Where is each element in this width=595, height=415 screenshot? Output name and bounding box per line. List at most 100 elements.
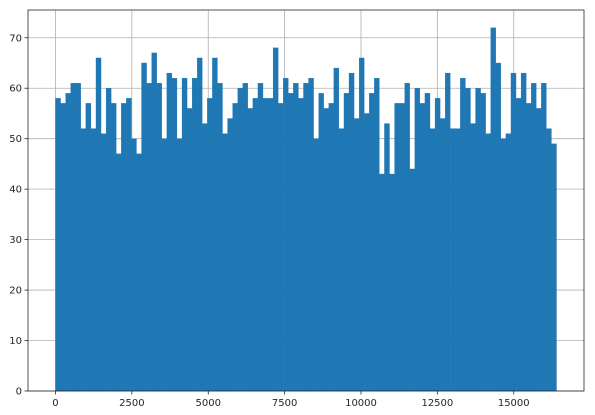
histogram-bar-28 (197, 58, 202, 391)
histogram-bar-21 (162, 139, 167, 391)
histogram-bar-31 (212, 58, 217, 391)
histogram-bar-46 (288, 93, 293, 391)
histogram-bar-37 (243, 83, 248, 391)
histogram-bar-12 (116, 154, 121, 391)
histogram-bar-74 (430, 129, 435, 391)
histogram-bar-91 (516, 98, 521, 391)
histogram-bar-18 (147, 83, 152, 391)
histogram-bar-9 (101, 134, 106, 391)
histogram-bar-79 (455, 129, 460, 391)
histogram-bar-4 (76, 83, 81, 391)
x-tick-label-0: 0 (52, 398, 58, 409)
histogram-bar-45 (283, 78, 288, 391)
histogram-bar-94 (531, 83, 536, 391)
histogram-bar-95 (536, 108, 541, 391)
histogram-bar-47 (293, 83, 298, 391)
histogram-bar-69 (405, 83, 410, 391)
histogram-bar-64 (379, 174, 384, 391)
histogram-bar-81 (465, 88, 470, 391)
histogram-bar-66 (390, 174, 395, 391)
histogram-bar-89 (506, 134, 511, 391)
histogram-bar-11 (111, 103, 116, 391)
y-tick-label-0: 0 (16, 387, 22, 398)
histogram-bar-10 (106, 88, 111, 391)
histogram-bar-59 (354, 118, 359, 391)
histogram-bar-33 (222, 134, 227, 391)
histogram-bar-83 (476, 88, 481, 391)
histogram-bar-53 (324, 108, 329, 391)
histogram-bar-41 (263, 98, 268, 391)
histogram-bar-70 (410, 169, 415, 391)
y-tick-label-2: 20 (9, 286, 22, 297)
histogram-bar-57 (344, 93, 349, 391)
histogram-bar-72 (420, 103, 425, 391)
histogram-bar-84 (481, 93, 486, 391)
histogram-bar-58 (349, 73, 354, 391)
histogram-bar-24 (177, 139, 182, 391)
histogram-bar-48 (298, 98, 303, 391)
histogram-bar-19 (152, 53, 157, 391)
x-tick-label-6: 15000 (498, 398, 530, 409)
histogram-bar-7 (91, 129, 96, 391)
histogram-bar-55 (334, 68, 339, 391)
histogram-bar-97 (546, 129, 551, 391)
histogram-bar-87 (496, 63, 501, 391)
x-tick-label-4: 10000 (345, 398, 377, 409)
y-tick-label-6: 60 (9, 84, 22, 95)
histogram-bar-39 (253, 98, 258, 391)
histogram-bar-52 (319, 93, 324, 391)
histogram-bar-35 (233, 103, 238, 391)
histogram-bar-86 (491, 28, 496, 391)
histogram-bar-51 (314, 139, 319, 391)
histogram-bar-38 (248, 108, 253, 391)
x-tick-label-2: 5000 (196, 398, 221, 409)
histogram-bar-78 (450, 129, 455, 391)
histogram-bar-22 (167, 73, 172, 391)
histogram-bar-56 (339, 129, 344, 391)
y-tick-label-5: 50 (9, 134, 22, 145)
histogram-bar-85 (486, 134, 491, 391)
histogram-bar-65 (384, 124, 389, 391)
histogram-bar-82 (470, 124, 475, 391)
x-tick-label-5: 12500 (421, 398, 453, 409)
histogram-bar-34 (228, 118, 233, 391)
x-tick-label-3: 7500 (272, 398, 297, 409)
histogram-bar-92 (521, 73, 526, 391)
histogram-bar-5 (81, 129, 86, 391)
histogram-bar-16 (136, 154, 141, 391)
histogram-bar-67 (395, 103, 400, 391)
histogram-bar-15 (131, 139, 136, 391)
histogram-bar-2 (66, 93, 71, 391)
histogram-bar-61 (364, 113, 369, 391)
histogram-bar-50 (309, 78, 314, 391)
histogram-bar-17 (142, 63, 147, 391)
histogram-bar-93 (526, 103, 531, 391)
y-tick-label-3: 30 (9, 235, 22, 246)
histogram-bar-76 (440, 118, 445, 391)
histogram-bar-43 (273, 48, 278, 391)
histogram-bar-36 (238, 88, 243, 391)
histogram-bar-44 (278, 103, 283, 391)
histogram-bar-20 (157, 83, 162, 391)
histogram-bar-3 (71, 83, 76, 391)
histogram-bar-42 (268, 98, 273, 391)
y-tick-label-4: 40 (9, 185, 22, 196)
y-tick-label-7: 70 (9, 33, 22, 44)
histogram-bar-27 (192, 78, 197, 391)
histogram-bar-54 (329, 103, 334, 391)
histogram-bar-14 (126, 98, 131, 391)
histogram-bar-29 (202, 124, 207, 391)
histogram-bar-1 (61, 103, 66, 391)
histogram-bar-90 (511, 73, 516, 391)
histogram-bar-26 (187, 108, 192, 391)
histogram-bar-80 (460, 78, 465, 391)
histogram-bar-6 (86, 103, 91, 391)
histogram-bar-13 (121, 103, 126, 391)
histogram-bar-73 (425, 93, 430, 391)
histogram-bar-32 (217, 83, 222, 391)
y-tick-label-1: 10 (9, 336, 22, 347)
histogram-bar-40 (258, 83, 263, 391)
histogram-bar-49 (303, 83, 308, 391)
histogram-bar-30 (207, 98, 212, 391)
